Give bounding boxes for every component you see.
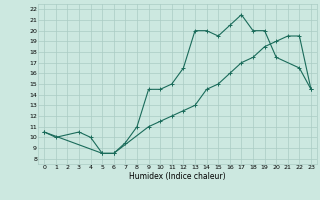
X-axis label: Humidex (Indice chaleur): Humidex (Indice chaleur)	[129, 172, 226, 181]
